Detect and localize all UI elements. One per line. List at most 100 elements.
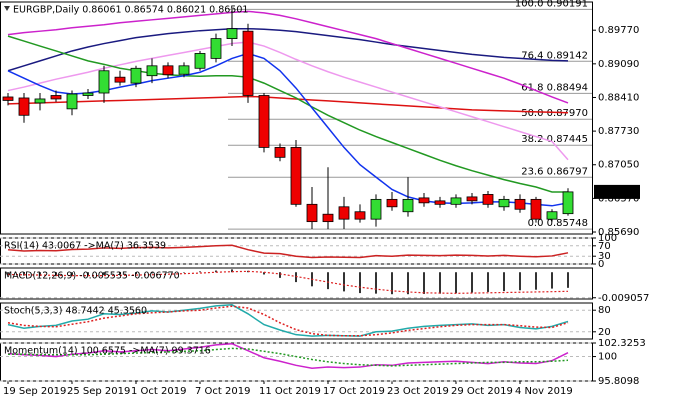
candle-body: [498, 198, 510, 208]
candle-body: [386, 198, 398, 208]
y-tick-label: 30: [598, 251, 611, 262]
histogram-bar: [279, 272, 281, 278]
y-tick-label: 0.85690: [598, 227, 639, 238]
candle-body: [194, 53, 206, 69]
panel-title: MACD(12,26,9) -0.005535 -0.006770: [4, 271, 180, 282]
y-tick-label: 100: [598, 352, 617, 363]
y-tick-label: 0.87730: [598, 126, 639, 137]
candle-body: [146, 65, 158, 77]
candle-body: [562, 191, 574, 215]
candle-body: [434, 200, 446, 205]
fib-label: 38.2 0.87445: [521, 134, 588, 145]
histogram-bar: [295, 272, 297, 283]
histogram-bar: [263, 272, 265, 275]
symbol-icon: [4, 6, 10, 11]
candle-body: [338, 206, 350, 220]
panel-frame: [0, 302, 593, 340]
fib-label: 76.4 0.89142: [521, 50, 588, 61]
histogram-bar: [151, 272, 153, 274]
candle-body: [274, 147, 286, 158]
candle-body: [306, 203, 318, 223]
candle-body: [546, 211, 558, 220]
candle-body: [514, 198, 526, 210]
fib-label: 50.0 0.87970: [521, 108, 588, 119]
candle-body: [370, 198, 382, 220]
candle-body: [50, 95, 62, 100]
histogram-bar: [551, 272, 553, 289]
histogram-bar: [519, 272, 521, 291]
candle-body: [450, 197, 462, 205]
y-tick-label: 95.8098: [598, 376, 639, 387]
last-price-label: 0.86501: [597, 187, 638, 198]
indicator-line: [7, 95, 569, 114]
candle-body: [2, 96, 14, 101]
histogram-bar: [103, 272, 105, 276]
histogram-bar: [183, 272, 185, 273]
candle-body: [114, 76, 126, 83]
candle-body: [482, 194, 494, 205]
histogram-bar: [199, 271, 201, 273]
histogram-bar: [471, 272, 473, 293]
indicator-line: [7, 10, 569, 104]
x-tick-label: 7 Oct 2019: [195, 386, 250, 397]
candle-body: [18, 97, 30, 116]
y-tick-label: -0.009057: [598, 293, 649, 304]
candle-body: [162, 65, 174, 76]
x-tick-label: 19 Sep 2019: [3, 386, 66, 397]
last-price-box: [594, 184, 640, 199]
panel-title: RSI(14) 43.0067 ->MA(7) 36.3539: [4, 241, 166, 252]
panel-title: EURGBP,Daily 0.86061 0.86574 0.86021 0.8…: [13, 5, 248, 16]
histogram-bar: [39, 272, 41, 276]
candle-body: [130, 67, 142, 84]
histogram-bar: [7, 272, 9, 276]
histogram-bar: [535, 272, 537, 290]
fib-label: 0.0 0.85748: [528, 218, 588, 229]
y-tick-label: 0: [598, 259, 604, 270]
y-tick-label: 20: [598, 327, 611, 338]
candle-body: [66, 93, 78, 110]
candle-body: [98, 70, 110, 94]
fib-label: 23.6 0.86797: [521, 166, 588, 177]
indicator-line: [7, 27, 569, 72]
panel-title: Momentum(14) 100.6575 ->MA(7) 99.3716: [4, 346, 211, 357]
indicator-line: [7, 35, 568, 193]
candle-body: [258, 95, 270, 148]
candle-body: [354, 211, 366, 220]
signal-line: [7, 270, 569, 294]
candle-body: [402, 198, 414, 213]
indicator-line: [7, 244, 569, 259]
y-tick-label: 80: [598, 305, 611, 316]
histogram-bar: [391, 272, 393, 295]
indicator-line: [7, 304, 569, 337]
fib-label: 100.0 0.90191: [515, 0, 588, 9]
y-tick-label: 100: [598, 233, 617, 244]
x-tick-label: 25 Sep 2019: [67, 386, 130, 397]
y-tick-label: 0.89090: [598, 59, 639, 70]
indicator-line: [8, 347, 569, 367]
y-tick-label: 0.89770: [598, 25, 639, 36]
histogram-bar: [503, 272, 505, 292]
candle-body: [242, 30, 254, 96]
candle-body: [226, 28, 238, 40]
candle-body: [290, 147, 302, 205]
panel-frame: [0, 267, 593, 300]
histogram-bar: [71, 272, 73, 276]
histogram-bar: [135, 272, 137, 274]
histogram-bar: [487, 272, 489, 292]
y-tick-label: 0.88410: [598, 92, 639, 103]
histogram-bar: [215, 270, 217, 273]
candle-body: [466, 196, 478, 202]
candle-body: [178, 65, 190, 75]
histogram-bar: [455, 272, 457, 294]
histogram-bar: [567, 272, 569, 288]
histogram-bar: [375, 272, 377, 294]
x-tick-label: 17 Oct 2019: [323, 386, 385, 397]
histogram-bar: [87, 272, 89, 276]
candle-body: [530, 198, 542, 220]
y-tick-label: 0.87050: [598, 160, 639, 171]
indicator-line: [7, 41, 569, 161]
histogram-bar: [423, 272, 425, 294]
x-tick-label: 11 Oct 2019: [259, 386, 321, 397]
histogram-bar: [23, 272, 25, 276]
